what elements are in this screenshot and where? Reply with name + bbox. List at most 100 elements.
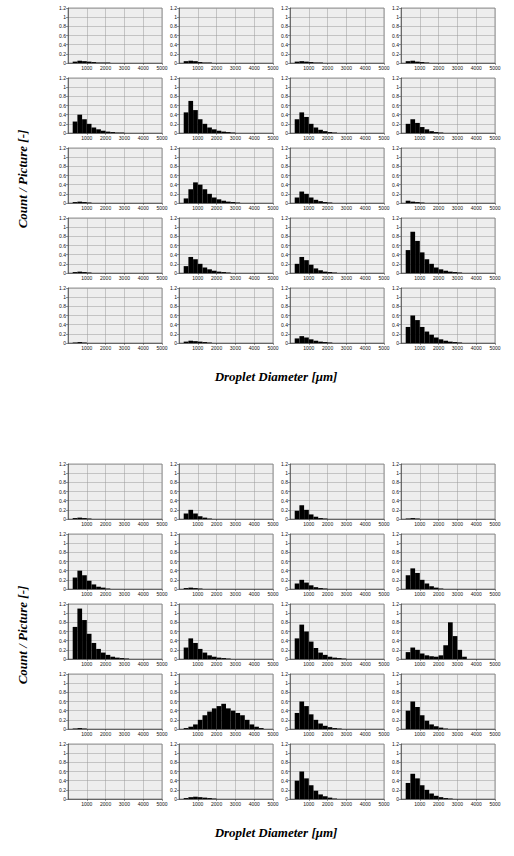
svg-text:1.2: 1.2: [392, 531, 399, 537]
svg-text:5000: 5000: [489, 521, 500, 527]
svg-text:1: 1: [174, 14, 177, 20]
svg-text:3000: 3000: [452, 65, 463, 71]
svg-text:3000: 3000: [119, 661, 130, 667]
svg-text:2000: 2000: [100, 205, 111, 211]
svg-text:0: 0: [63, 340, 66, 346]
svg-text:1.2: 1.2: [59, 671, 66, 677]
svg-text:2000: 2000: [211, 801, 222, 807]
svg-text:5000: 5000: [267, 205, 278, 211]
svg-text:1000: 1000: [81, 591, 92, 597]
svg-text:1.2: 1.2: [170, 601, 177, 607]
svg-text:3000: 3000: [230, 591, 241, 597]
svg-text:0.6: 0.6: [59, 33, 66, 39]
svg-text:1000: 1000: [81, 65, 92, 71]
svg-text:1.2: 1.2: [281, 671, 288, 677]
svg-text:2000: 2000: [433, 521, 444, 527]
svg-text:5000: 5000: [267, 521, 278, 527]
svg-text:0.2: 0.2: [281, 717, 288, 723]
svg-text:0.4: 0.4: [170, 112, 177, 118]
svg-text:4000: 4000: [471, 275, 482, 281]
svg-text:5000: 5000: [267, 661, 278, 667]
svg-text:5000: 5000: [267, 591, 278, 597]
svg-text:1: 1: [174, 294, 177, 300]
svg-text:0.8: 0.8: [59, 619, 66, 625]
svg-text:1.2: 1.2: [281, 215, 288, 221]
svg-text:3000: 3000: [119, 521, 130, 527]
svg-text:0.8: 0.8: [281, 303, 288, 309]
svg-text:3000: 3000: [341, 661, 352, 667]
svg-text:3000: 3000: [341, 135, 352, 141]
svg-text:0.8: 0.8: [170, 23, 177, 29]
svg-text:2000: 2000: [211, 275, 222, 281]
svg-text:0.2: 0.2: [170, 577, 177, 583]
svg-text:3000: 3000: [119, 205, 130, 211]
svg-text:1: 1: [396, 540, 399, 546]
svg-text:4000: 4000: [249, 801, 260, 807]
svg-text:0: 0: [174, 200, 177, 206]
svg-text:0.6: 0.6: [281, 243, 288, 249]
svg-text:1: 1: [174, 84, 177, 90]
svg-text:0: 0: [174, 270, 177, 276]
svg-text:1: 1: [285, 154, 288, 160]
svg-text:0.6: 0.6: [392, 629, 399, 635]
svg-text:0: 0: [396, 270, 399, 276]
svg-text:0.4: 0.4: [59, 778, 66, 784]
svg-text:3000: 3000: [341, 801, 352, 807]
svg-text:0.6: 0.6: [392, 559, 399, 565]
svg-text:4000: 4000: [249, 65, 260, 71]
svg-text:3000: 3000: [341, 205, 352, 211]
svg-text:1: 1: [396, 84, 399, 90]
svg-text:3000: 3000: [452, 135, 463, 141]
svg-text:Droplet Diameter [μm]: Droplet Diameter [μm]: [214, 369, 338, 384]
svg-text:1000: 1000: [303, 591, 314, 597]
svg-text:0.8: 0.8: [170, 619, 177, 625]
svg-text:5000: 5000: [267, 65, 278, 71]
svg-text:2000: 2000: [211, 135, 222, 141]
svg-text:1.2: 1.2: [59, 461, 66, 467]
svg-text:2000: 2000: [433, 345, 444, 351]
svg-text:0.8: 0.8: [59, 549, 66, 555]
svg-text:1: 1: [396, 154, 399, 160]
svg-text:2000: 2000: [322, 591, 333, 597]
svg-text:0.4: 0.4: [281, 708, 288, 714]
svg-text:0.4: 0.4: [170, 778, 177, 784]
svg-text:3000: 3000: [230, 521, 241, 527]
svg-text:0.8: 0.8: [392, 689, 399, 695]
svg-text:0.8: 0.8: [281, 23, 288, 29]
svg-text:0.4: 0.4: [392, 112, 399, 118]
svg-text:2000: 2000: [100, 591, 111, 597]
svg-text:0.8: 0.8: [392, 163, 399, 169]
svg-text:1.2: 1.2: [392, 215, 399, 221]
svg-text:1: 1: [396, 14, 399, 20]
svg-text:0.2: 0.2: [59, 717, 66, 723]
svg-text:4000: 4000: [360, 801, 371, 807]
svg-text:1.2: 1.2: [281, 145, 288, 151]
svg-text:5000: 5000: [267, 801, 278, 807]
svg-text:4000: 4000: [138, 731, 149, 737]
svg-text:0.6: 0.6: [170, 103, 177, 109]
svg-text:4000: 4000: [471, 135, 482, 141]
svg-text:0.2: 0.2: [392, 121, 399, 127]
svg-text:0.2: 0.2: [281, 261, 288, 267]
svg-text:5000: 5000: [378, 731, 389, 737]
svg-text:2000: 2000: [100, 661, 111, 667]
svg-text:1.2: 1.2: [59, 601, 66, 607]
svg-text:0.4: 0.4: [170, 638, 177, 644]
svg-text:0.2: 0.2: [59, 331, 66, 337]
svg-text:0.2: 0.2: [170, 507, 177, 513]
svg-text:0.2: 0.2: [281, 787, 288, 793]
svg-text:0: 0: [285, 200, 288, 206]
svg-text:4000: 4000: [471, 661, 482, 667]
svg-text:2000: 2000: [211, 661, 222, 667]
svg-text:0.4: 0.4: [281, 112, 288, 118]
svg-text:0.8: 0.8: [59, 303, 66, 309]
svg-text:1: 1: [285, 610, 288, 616]
svg-text:1.2: 1.2: [392, 5, 399, 11]
svg-text:0: 0: [174, 586, 177, 592]
svg-text:5000: 5000: [489, 135, 500, 141]
svg-text:0.8: 0.8: [281, 93, 288, 99]
svg-text:0.4: 0.4: [59, 112, 66, 118]
svg-text:0: 0: [174, 60, 177, 66]
svg-text:0.2: 0.2: [392, 191, 399, 197]
svg-text:4000: 4000: [471, 205, 482, 211]
